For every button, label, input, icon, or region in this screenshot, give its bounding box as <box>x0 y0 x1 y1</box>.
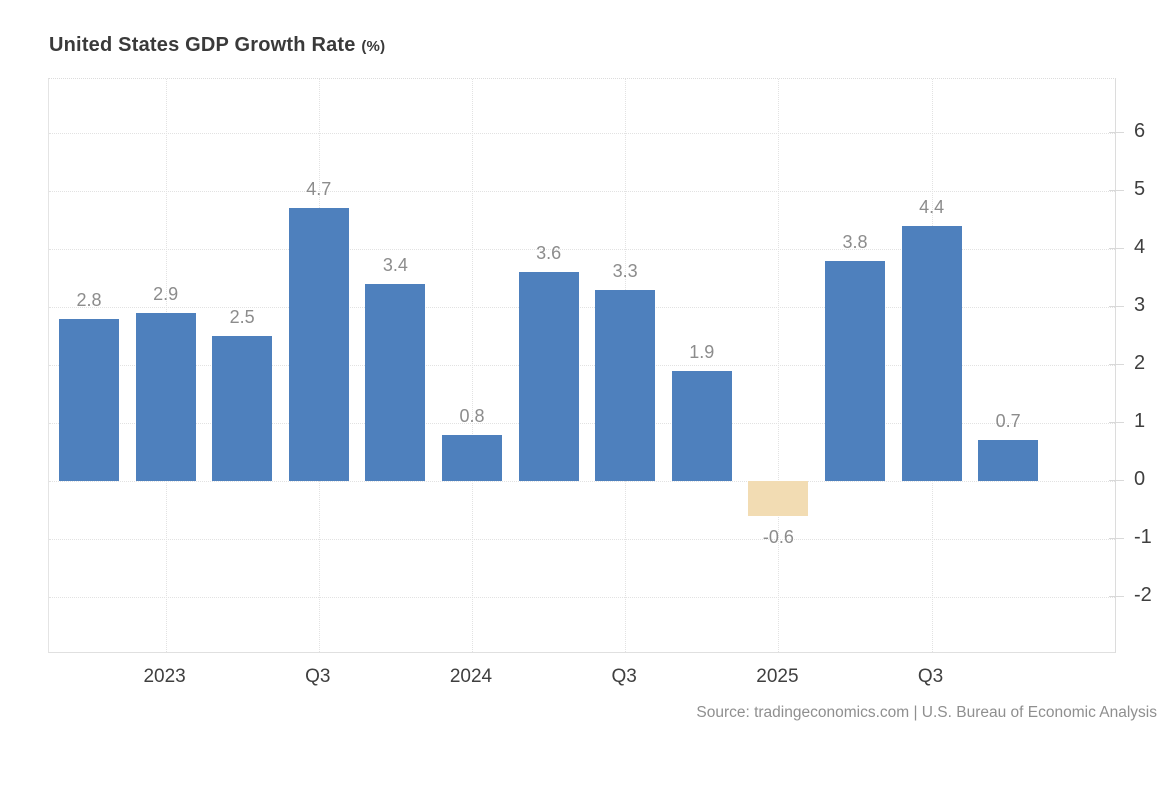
y-axis-tick <box>1109 480 1124 481</box>
bar-value-label: -0.6 <box>762 526 794 547</box>
horizontal-gridline <box>49 191 1115 192</box>
bar-value-label: 4.7 <box>306 179 332 200</box>
gdp-growth-bar[interactable] <box>212 336 273 481</box>
x-tick-label: Q3 <box>305 666 331 687</box>
y-tick-label: 4 <box>1134 236 1146 258</box>
chart-title: United States GDP Growth Rate (%) <box>49 34 385 57</box>
y-axis-tick <box>1109 190 1124 191</box>
gdp-growth-bar[interactable] <box>365 283 426 481</box>
bar-value-label: 1.9 <box>689 341 715 362</box>
x-tick-label: 2023 <box>143 666 186 687</box>
gdp-growth-bar[interactable] <box>671 370 732 481</box>
x-tick-label: Q3 <box>917 666 944 687</box>
y-axis-tick <box>1109 306 1124 307</box>
y-axis-tick <box>1109 538 1124 539</box>
horizontal-gridline <box>49 133 1115 134</box>
vertical-gridline <box>778 79 780 652</box>
y-tick-label: -2 <box>1134 584 1152 606</box>
gdp-growth-bar[interactable] <box>748 481 809 516</box>
horizontal-gridline <box>49 481 1115 482</box>
y-tick-label: -1 <box>1134 526 1152 548</box>
y-tick-label: 3 <box>1134 294 1146 316</box>
y-tick-label: 5 <box>1134 178 1146 200</box>
bar-value-label: 2.8 <box>76 289 102 310</box>
vertical-gridline <box>472 79 473 652</box>
bar-value-label: 2.9 <box>153 283 179 304</box>
bar-value-label: 3.8 <box>842 231 868 252</box>
y-tick-label: 6 <box>1134 120 1146 142</box>
chart-title-text: United States GDP Growth Rate <box>49 34 356 56</box>
y-tick-label: 0 <box>1134 468 1146 490</box>
horizontal-gridline <box>49 307 1115 308</box>
bar-value-label: 4.4 <box>919 196 945 217</box>
chart-title-unit: (%) <box>361 38 386 55</box>
horizontal-gridline <box>49 249 1115 250</box>
bar-value-label: 0.7 <box>995 411 1021 432</box>
x-tick-label: 2024 <box>449 666 493 687</box>
horizontal-gridline <box>49 365 1115 366</box>
x-tick-label: Q3 <box>611 666 637 687</box>
y-axis-tick <box>1109 422 1124 423</box>
bar-value-label: 0.8 <box>459 405 485 426</box>
y-axis-tick <box>1109 364 1124 365</box>
horizontal-gridline <box>49 597 1115 598</box>
bar-value-label: 3.6 <box>536 243 562 264</box>
plot-area: 2.8 2.9 2.5 4.7 3.4 0.8 3.6 3.3 1.9 -0.6 3.8 4.4 0.7 <box>48 78 1116 653</box>
y-axis-tick <box>1109 132 1124 133</box>
y-tick-label: 2 <box>1134 352 1146 374</box>
horizontal-gridline <box>49 423 1115 424</box>
bar-value-label: 2.5 <box>229 307 255 327</box>
bar-value-label: 3.4 <box>382 254 408 275</box>
y-axis-tick <box>1109 596 1124 597</box>
gdp-growth-bar[interactable] <box>59 318 119 481</box>
gdp-growth-bar[interactable] <box>825 260 885 481</box>
gdp-growth-bar[interactable] <box>595 289 656 481</box>
y-axis-tick <box>1109 248 1124 249</box>
gdp-growth-bar[interactable] <box>978 440 1039 481</box>
gdp-growth-bar[interactable] <box>135 312 196 481</box>
gdp-growth-bar[interactable] <box>288 208 349 481</box>
x-tick-label: 2025 <box>756 666 799 687</box>
gdp-growth-bar[interactable] <box>518 272 579 481</box>
horizontal-gridline <box>49 539 1115 540</box>
bar-value-label: 3.3 <box>612 260 638 281</box>
source-attribution: Source: tradingeconomics.com | U.S. Bure… <box>696 704 1157 721</box>
gdp-growth-bar[interactable] <box>442 434 502 481</box>
gdp-growth-bar[interactable] <box>901 225 962 481</box>
y-tick-label: 1 <box>1134 410 1146 432</box>
